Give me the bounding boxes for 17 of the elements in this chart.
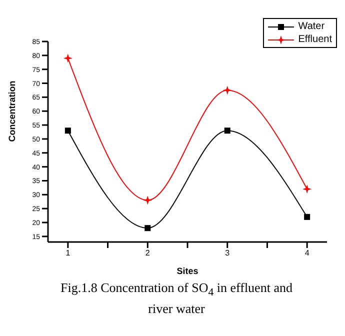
point: [143, 196, 152, 205]
x-tick-label: 1: [66, 248, 71, 258]
point: [144, 225, 151, 232]
x-axis-title: Sites: [176, 266, 198, 276]
legend-label: Water: [298, 20, 325, 33]
x-tick-label: 2: [145, 248, 150, 258]
point: [63, 54, 72, 63]
x-tick-label: 4: [304, 248, 310, 258]
point: [302, 184, 312, 194]
point: [304, 214, 310, 220]
y-axis-title: Concentration: [7, 80, 18, 142]
legend-label: Effluent: [298, 33, 332, 46]
point: [64, 128, 71, 134]
point: [224, 128, 230, 134]
x-tick-label: 3: [225, 248, 230, 258]
caption: Fig.1.8 Concentration of SO$_{4}$ in effluent and river water: [60, 280, 294, 317]
point: [222, 86, 232, 95]
